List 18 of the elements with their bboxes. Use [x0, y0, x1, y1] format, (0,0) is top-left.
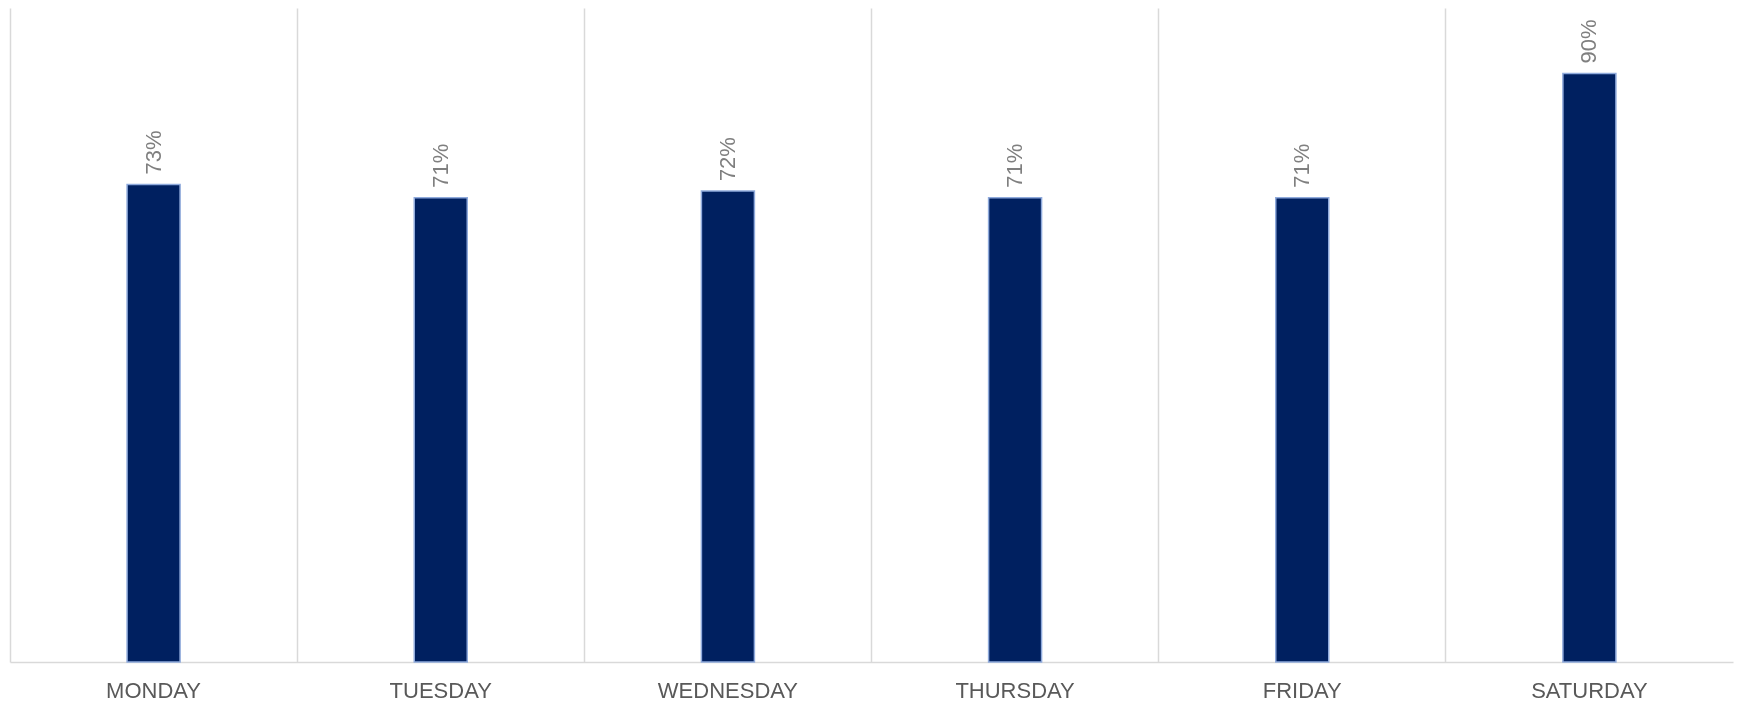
- bar: [987, 196, 1043, 663]
- x-tick-label: FRIDAY: [1262, 677, 1343, 703]
- data-label: 72%: [714, 137, 740, 182]
- bar: [1275, 196, 1330, 663]
- bar: [1562, 72, 1617, 663]
- x-tick-label: WEDNESDAY: [657, 677, 799, 703]
- bar: [413, 196, 468, 663]
- data-label: 73%: [140, 130, 166, 175]
- x-tick-label: TUESDAY: [389, 677, 493, 703]
- x-tick-label: SATURDAY: [1531, 677, 1649, 703]
- data-label: 71%: [427, 143, 453, 188]
- x-tick-label: THURSDAY: [955, 677, 1076, 703]
- data-label: 71%: [1002, 143, 1028, 188]
- bar: [700, 190, 756, 663]
- bar: [126, 183, 181, 663]
- data-label: 90%: [1576, 19, 1602, 64]
- data-label: 71%: [1289, 143, 1315, 188]
- x-tick-label: MONDAY: [106, 677, 202, 703]
